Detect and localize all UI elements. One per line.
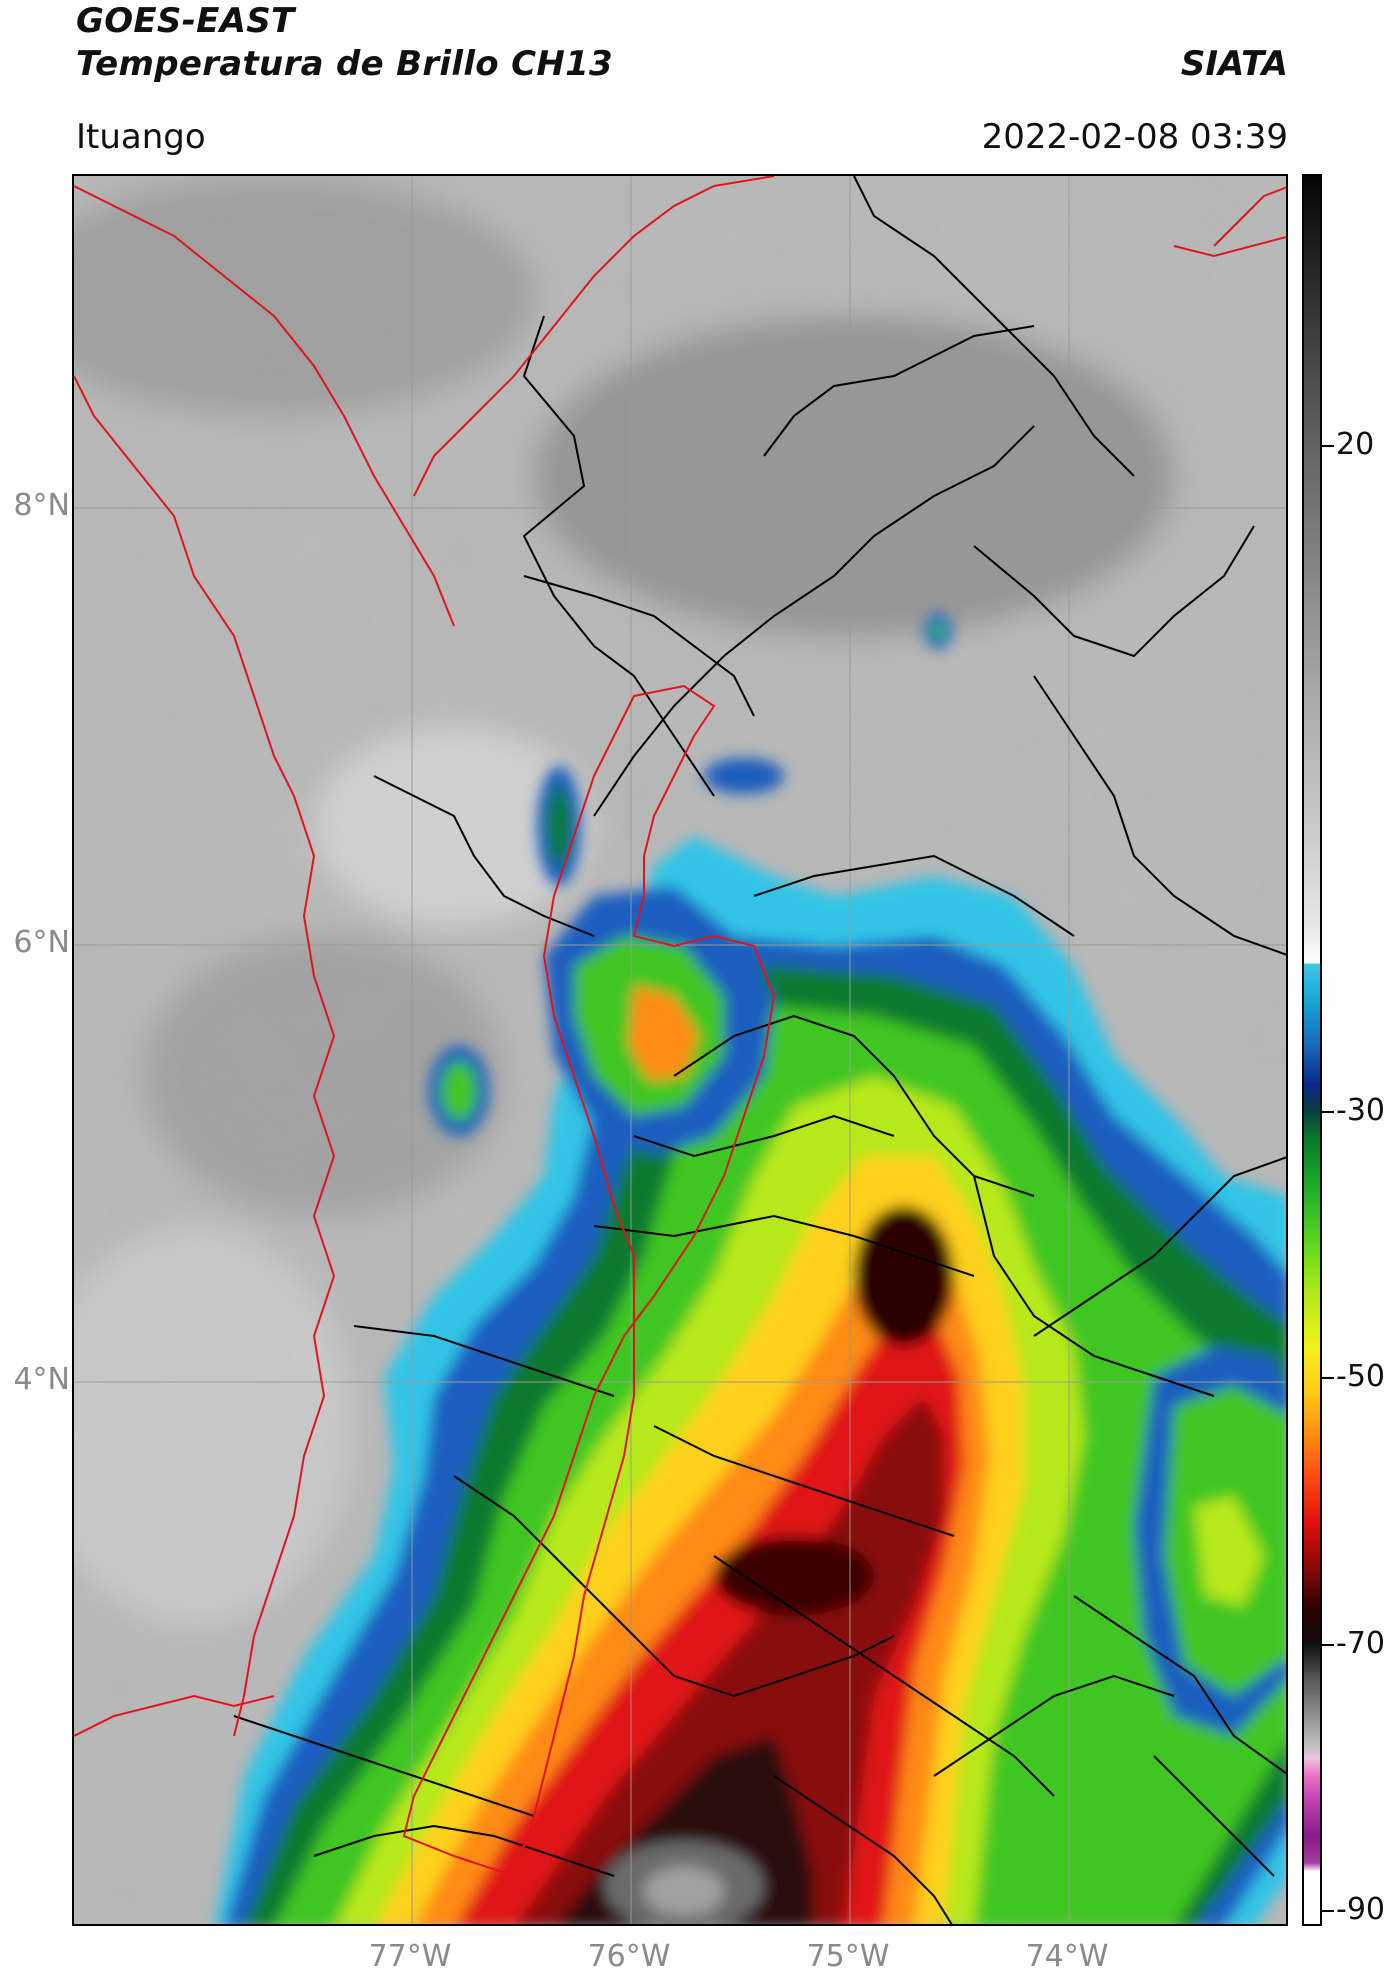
colorbar-label-minus30: -30 <box>1336 1093 1384 1128</box>
colorbar-tick-minus50 <box>1322 1377 1334 1379</box>
colorbar-tick-minus30 <box>1322 1111 1334 1113</box>
title-line-2: Temperatura de Brillo CH13 <box>76 44 614 84</box>
colorbar-label-20: 20 <box>1336 427 1375 462</box>
satellite-map[interactable] <box>72 174 1288 1926</box>
datetime-label: 2022-02-08 03:39 <box>981 117 1288 157</box>
brand-label: SIATA <box>1180 44 1288 84</box>
lon-label-77w: 77°W <box>368 1939 452 1974</box>
map-title: GOES-EAST Temperatura de Brillo CH13 <box>76 0 613 86</box>
contour-darkred <box>516 1396 944 1924</box>
convective-system <box>214 613 1286 1924</box>
title-line-1: GOES-EAST <box>76 1 295 41</box>
colorbar-tick-20 <box>1322 445 1334 447</box>
country-borders <box>74 176 1286 1878</box>
colorbar-tick-minus70 <box>1322 1644 1334 1646</box>
colorbar-label-minus50: -50 <box>1336 1359 1384 1394</box>
lat-label-6n: 6°N <box>13 925 70 960</box>
lat-label-4n: 4°N <box>13 1362 70 1397</box>
cold-core-middle <box>714 1536 874 1616</box>
colorbar-tick-minus90 <box>1322 1910 1334 1912</box>
colorbar-label-minus70: -70 <box>1336 1626 1384 1661</box>
cold-core-north <box>854 1206 954 1346</box>
colorbar <box>1302 174 1322 1926</box>
department-borders <box>233 176 1286 1924</box>
lon-label-74w: 74°W <box>1025 1939 1109 1974</box>
lat-label-8n: 8°N <box>13 488 70 523</box>
cold-cloud-patch-north <box>534 316 1174 636</box>
lon-label-76w: 76°W <box>587 1939 671 1974</box>
colorbar-label-minus90: -90 <box>1336 1892 1384 1927</box>
graticule <box>74 176 1286 1924</box>
map-canvas <box>74 176 1286 1924</box>
lon-label-75w: 75°W <box>806 1939 890 1974</box>
location-label: Ituango <box>76 117 206 157</box>
